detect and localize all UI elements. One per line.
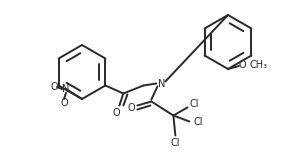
Text: O: O <box>50 82 58 92</box>
Text: Cl: Cl <box>190 99 199 108</box>
Text: O: O <box>113 108 120 118</box>
Text: N: N <box>158 78 165 88</box>
Text: Cl: Cl <box>170 138 180 147</box>
Text: O: O <box>127 103 135 112</box>
Text: N: N <box>62 84 70 94</box>
Text: O: O <box>238 60 246 70</box>
Text: CH₃: CH₃ <box>250 60 268 70</box>
Text: Cl: Cl <box>194 116 203 127</box>
Text: O: O <box>60 98 68 108</box>
